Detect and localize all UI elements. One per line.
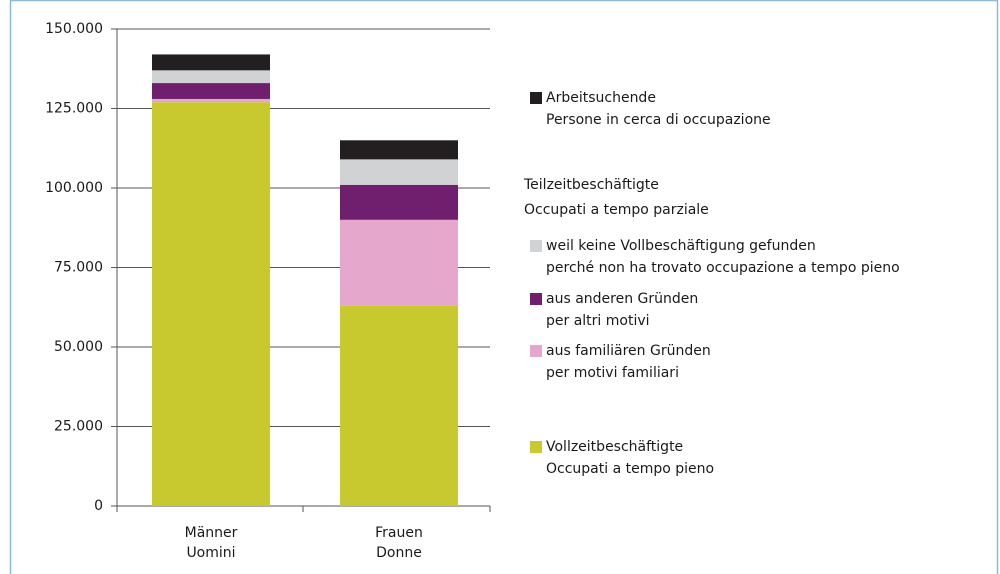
bar-segment [152, 98, 270, 103]
legend-label: Persone in cerca di occupazione [546, 112, 771, 128]
legend-swatch [530, 92, 542, 104]
bar-segment [152, 83, 270, 99]
y-tick-label: 50.000 [54, 339, 103, 355]
legend-swatch [530, 240, 542, 252]
y-tick-label: 25.000 [54, 419, 103, 435]
y-tick-label: 150.000 [45, 21, 103, 37]
legend-group-title: Occupati a tempo parziale [524, 202, 709, 218]
legend-label: perché non ha trovato occupazione a temp… [546, 260, 900, 276]
legend-swatch [530, 293, 542, 305]
y-tick-label: 125.000 [45, 101, 103, 117]
y-tick-label: 75.000 [54, 260, 103, 276]
legend-label: Arbeitsuchende [546, 90, 656, 106]
x-tick-label: Frauen [375, 525, 423, 541]
legend-label: per motivi familiari [546, 365, 679, 381]
bar-segment [152, 102, 270, 506]
legend-label: aus familiären Gründen [546, 343, 711, 359]
x-tick-label: Donne [376, 545, 422, 561]
bar-segment [340, 159, 458, 185]
bar-segment [340, 140, 458, 160]
legend-swatch [530, 345, 542, 357]
legend-group-title: Teilzeitbeschäftigte [523, 177, 659, 193]
bar-segment [340, 184, 458, 220]
x-tick-label: Uomini [186, 545, 235, 561]
legend-label: aus anderen Gründen [546, 291, 698, 307]
y-tick-label: 0 [94, 498, 103, 514]
legend-label: per altri motivi [546, 313, 650, 329]
bar-segment [340, 305, 458, 506]
legend-label: weil keine Vollbeschäftigung gefunden [546, 238, 816, 254]
bar-segment [152, 54, 270, 71]
frame [9, 0, 999, 574]
bar-segment [152, 70, 270, 84]
bar-segment [340, 219, 458, 306]
x-tick-label: Männer [185, 525, 238, 541]
legend-swatch [530, 441, 542, 453]
y-tick-label: 100.000 [45, 180, 103, 196]
legend-label: Vollzeitbeschäftigte [546, 439, 683, 455]
legend-label: Occupati a tempo pieno [546, 461, 714, 477]
